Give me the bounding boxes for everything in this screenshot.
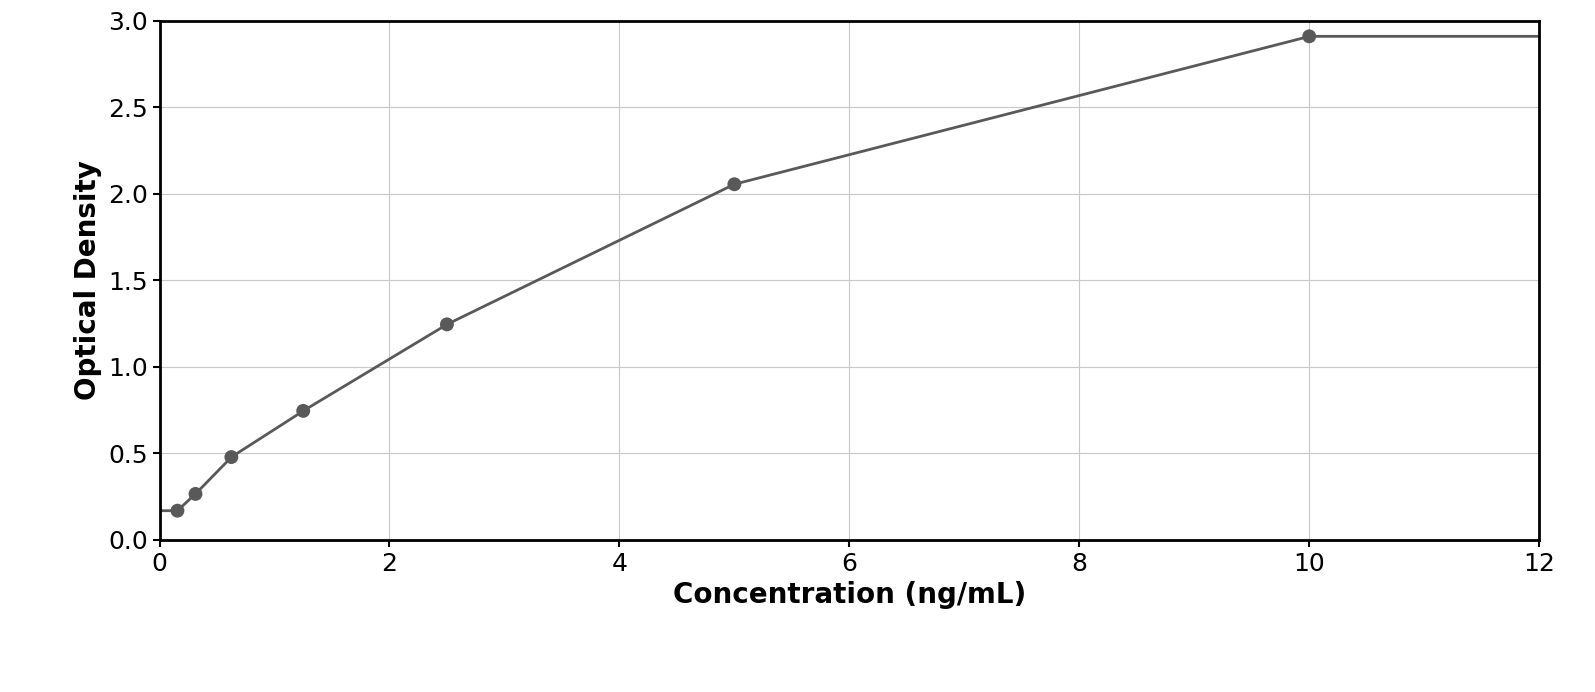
Point bbox=[290, 406, 316, 417]
Point bbox=[164, 505, 190, 516]
Point bbox=[219, 452, 244, 463]
Point bbox=[434, 319, 459, 330]
Point bbox=[183, 489, 209, 500]
Point bbox=[1297, 31, 1322, 42]
Point bbox=[721, 179, 746, 190]
X-axis label: Concentration (ng/mL): Concentration (ng/mL) bbox=[673, 581, 1026, 609]
Y-axis label: Optical Density: Optical Density bbox=[75, 161, 102, 400]
